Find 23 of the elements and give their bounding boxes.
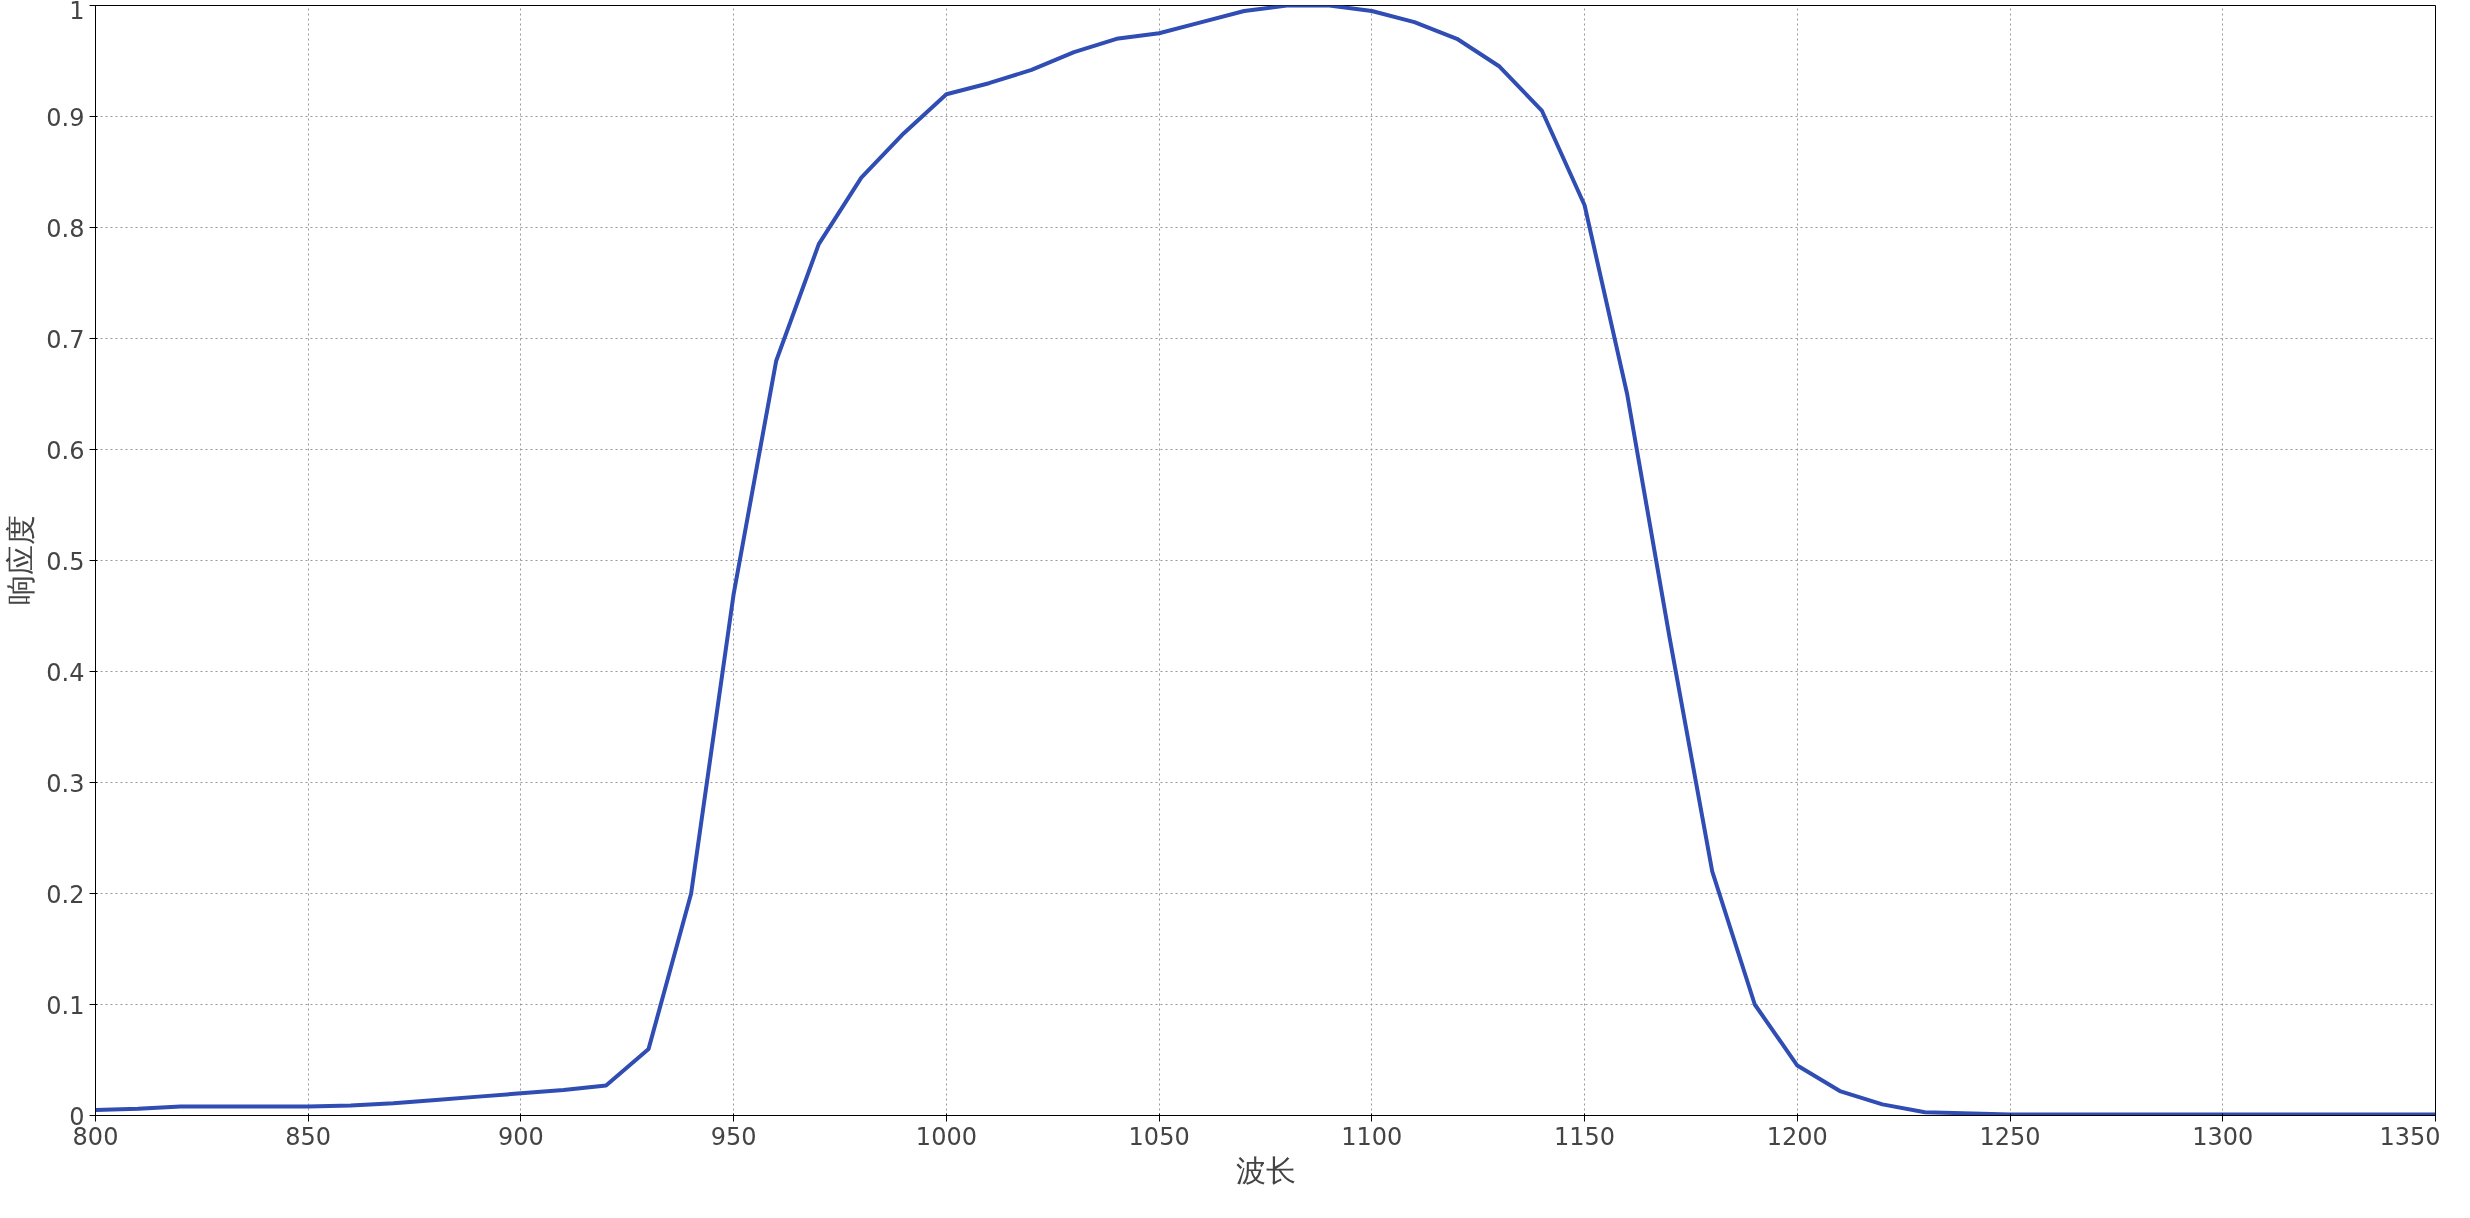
x-tick-label: 1000 [915,1122,977,1151]
y-tick-label: 0.9 [46,103,85,132]
x-tick-label: 1350 [2379,1122,2441,1151]
y-tick-label: 0.6 [46,436,85,465]
x-tick-label: 1100 [1341,1122,1403,1151]
x-axis-title: 波长 [1235,1152,1296,1188]
x-tick-label: 950 [710,1122,757,1151]
y-tick-label: 1 [69,0,85,25]
x-tick-label: 900 [498,1122,544,1151]
y-tick-label: 0.4 [46,658,85,687]
x-tick-label: 1050 [1128,1122,1190,1151]
y-tick-label: 0.8 [46,214,85,243]
x-tick-label: 1150 [1554,1122,1616,1151]
x-tick-label: 850 [285,1122,332,1151]
x-tick-label: 1200 [1766,1122,1828,1151]
y-tick-label: 0.7 [46,325,85,354]
x-tick-label: 1250 [1979,1122,2041,1151]
y-tick-label: 0.2 [46,880,85,909]
y-tick-label: 0.1 [46,991,85,1020]
x-tick-label: 1300 [2192,1122,2254,1151]
y-tick-label: 0.5 [46,547,85,576]
y-axis-title: 响应度 [3,515,39,606]
y-tick-label: 0.3 [46,769,85,798]
